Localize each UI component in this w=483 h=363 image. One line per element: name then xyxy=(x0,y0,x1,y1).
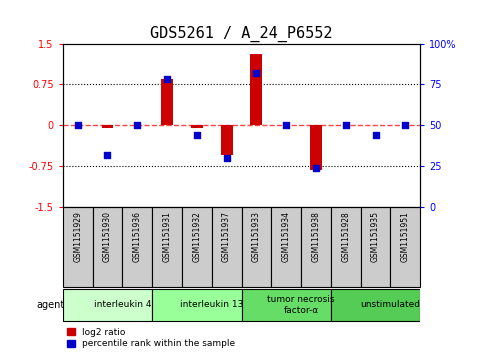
Point xyxy=(342,122,350,128)
Point xyxy=(312,165,320,171)
Text: GSM1151928: GSM1151928 xyxy=(341,211,350,262)
Point xyxy=(193,132,201,138)
Point xyxy=(223,155,230,161)
FancyBboxPatch shape xyxy=(242,207,271,287)
Text: interleukin 4: interleukin 4 xyxy=(94,301,151,309)
Text: GSM1151934: GSM1151934 xyxy=(282,211,291,262)
Text: GSM1151938: GSM1151938 xyxy=(312,211,320,262)
Legend: log2 ratio, percentile rank within the sample: log2 ratio, percentile rank within the s… xyxy=(67,327,235,348)
Point xyxy=(282,122,290,128)
Text: agent: agent xyxy=(36,300,64,310)
Bar xyxy=(310,125,322,170)
Point xyxy=(401,122,409,128)
FancyBboxPatch shape xyxy=(242,289,331,321)
Point xyxy=(104,152,112,158)
FancyBboxPatch shape xyxy=(63,207,93,287)
Text: GSM1151933: GSM1151933 xyxy=(252,211,261,262)
Point xyxy=(74,122,82,128)
Bar xyxy=(251,54,262,125)
FancyBboxPatch shape xyxy=(122,207,152,287)
FancyBboxPatch shape xyxy=(212,207,242,287)
FancyBboxPatch shape xyxy=(361,207,390,287)
Text: unstimulated: unstimulated xyxy=(360,301,420,309)
Text: interleukin 13: interleukin 13 xyxy=(180,301,243,309)
Title: GDS5261 / A_24_P6552: GDS5261 / A_24_P6552 xyxy=(150,26,333,42)
FancyBboxPatch shape xyxy=(152,207,182,287)
FancyBboxPatch shape xyxy=(63,289,152,321)
FancyBboxPatch shape xyxy=(271,207,301,287)
Bar xyxy=(161,79,173,125)
Text: GSM1151951: GSM1151951 xyxy=(401,211,410,262)
Text: GSM1151937: GSM1151937 xyxy=(222,211,231,262)
FancyBboxPatch shape xyxy=(331,289,420,321)
Text: GSM1151930: GSM1151930 xyxy=(103,211,112,262)
FancyBboxPatch shape xyxy=(390,207,420,287)
Text: GSM1151931: GSM1151931 xyxy=(163,211,171,262)
Point xyxy=(133,122,141,128)
Bar xyxy=(191,125,203,128)
FancyBboxPatch shape xyxy=(93,207,122,287)
Bar xyxy=(101,125,114,128)
Text: GSM1151935: GSM1151935 xyxy=(371,211,380,262)
Point xyxy=(163,77,171,82)
Text: GSM1151936: GSM1151936 xyxy=(133,211,142,262)
Point xyxy=(253,70,260,76)
FancyBboxPatch shape xyxy=(152,289,242,321)
Text: tumor necrosis
factor-α: tumor necrosis factor-α xyxy=(267,295,335,315)
Point xyxy=(372,132,380,138)
Text: GSM1151929: GSM1151929 xyxy=(73,211,82,262)
Bar xyxy=(221,125,233,155)
FancyBboxPatch shape xyxy=(331,207,361,287)
FancyBboxPatch shape xyxy=(301,207,331,287)
Text: GSM1151932: GSM1151932 xyxy=(192,211,201,262)
FancyBboxPatch shape xyxy=(182,207,212,287)
